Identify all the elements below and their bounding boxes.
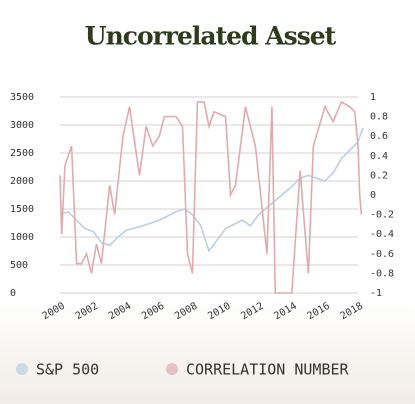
y2-tick-label: -0.6	[370, 249, 394, 260]
y2-tick-label: 0	[370, 190, 376, 201]
y2-tick-label: 0.4	[370, 151, 388, 162]
legend-label: S&P 500	[36, 361, 99, 379]
line-series	[59, 100, 363, 294]
y-tick-label: 3500	[10, 92, 34, 103]
legend-marker	[16, 363, 28, 375]
y-tick-label: 500	[10, 260, 28, 271]
y-tick-label: 0	[10, 288, 16, 299]
y2-tick-label: -0.2	[370, 210, 394, 221]
y-tick-label: 1000	[10, 232, 34, 243]
y2-tick-label: 1	[370, 92, 376, 103]
y-tick-label: 2000	[10, 176, 34, 187]
y-tick-label: 3000	[10, 120, 34, 131]
y2-tick-label: 0.2	[370, 170, 388, 181]
y2-tick-label: -0.4	[370, 229, 394, 240]
y2-tick-label: 0.8	[370, 112, 388, 123]
y2-tick-label: 0.6	[370, 131, 388, 142]
y2-tick-label: -1	[370, 288, 382, 299]
legend-label: CORRELATION NUMBER	[186, 361, 350, 379]
footer-bg	[0, 300, 415, 404]
y-tick-label: 1500	[10, 204, 34, 215]
chart-title: Uncorrelated Asset	[85, 22, 337, 51]
line-series	[59, 127, 364, 253]
y-tick-label: 2500	[10, 148, 34, 159]
y2-tick-label: -0.8	[370, 268, 394, 279]
legend-marker	[166, 363, 178, 375]
